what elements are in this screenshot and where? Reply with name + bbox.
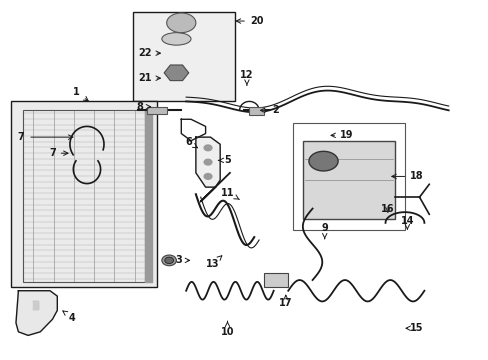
Text: 4: 4: [63, 311, 75, 323]
Circle shape: [162, 255, 176, 266]
Text: 18: 18: [391, 171, 423, 181]
Polygon shape: [164, 65, 188, 81]
Text: 10: 10: [220, 321, 234, 337]
Text: 9: 9: [321, 223, 327, 239]
Polygon shape: [33, 301, 38, 309]
Text: 17: 17: [279, 295, 292, 308]
Text: 7: 7: [18, 132, 24, 142]
Text: 5: 5: [218, 156, 230, 165]
Circle shape: [203, 145, 211, 151]
Text: 3: 3: [175, 255, 189, 265]
Text: 15: 15: [405, 323, 423, 333]
Bar: [249, 107, 264, 114]
Text: 12: 12: [240, 69, 253, 85]
Bar: [264, 273, 287, 287]
Text: 19: 19: [330, 130, 353, 140]
Bar: [11, 102, 157, 287]
Text: 14: 14: [400, 216, 413, 229]
Polygon shape: [196, 137, 220, 187]
Text: 21: 21: [138, 73, 160, 83]
Text: 20: 20: [236, 16, 263, 26]
Text: 1: 1: [73, 87, 88, 101]
Circle shape: [203, 159, 211, 165]
Bar: [302, 141, 394, 219]
Circle shape: [203, 174, 211, 179]
Ellipse shape: [308, 151, 337, 171]
Text: 22: 22: [138, 48, 160, 58]
Text: 13: 13: [206, 256, 222, 269]
Text: 16: 16: [381, 203, 394, 213]
Text: 8: 8: [136, 102, 150, 112]
Polygon shape: [16, 291, 57, 336]
Text: 2: 2: [260, 105, 279, 115]
Bar: [132, 12, 234, 102]
Bar: [147, 107, 166, 114]
Text: 6: 6: [185, 138, 197, 148]
Text: 11: 11: [220, 188, 239, 199]
Ellipse shape: [166, 13, 196, 33]
Text: 7: 7: [49, 148, 68, 158]
Ellipse shape: [162, 33, 191, 45]
Bar: [23, 111, 144, 282]
Circle shape: [164, 257, 173, 264]
Bar: [292, 123, 404, 230]
